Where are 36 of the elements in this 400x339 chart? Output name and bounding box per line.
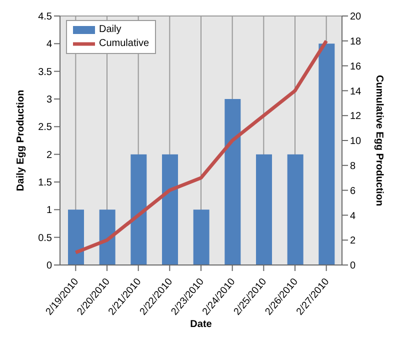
bar bbox=[224, 99, 241, 265]
y-tick-label: 2.5 bbox=[38, 122, 52, 134]
y-tick-label: 4 bbox=[46, 39, 52, 50]
y2-tick-label: 8 bbox=[350, 160, 356, 172]
y-tick-label: 0 bbox=[46, 260, 52, 272]
bar bbox=[99, 210, 116, 265]
y2-tick-label: 12 bbox=[350, 111, 362, 122]
bar bbox=[256, 154, 272, 265]
y-tick-label: 0.5 bbox=[38, 232, 52, 244]
bar bbox=[162, 154, 178, 265]
y-tick-label: 1 bbox=[46, 205, 52, 216]
y-tick-label: 4.5 bbox=[38, 12, 52, 23]
x-axis-title: Date bbox=[190, 319, 212, 330]
legend-label: Daily bbox=[99, 23, 122, 37]
y-tick-label: 3 bbox=[46, 94, 52, 106]
y2-tick-label: 2 bbox=[350, 236, 356, 247]
y2-tick-label: 16 bbox=[350, 61, 362, 72]
legend-label: Cumulative bbox=[99, 37, 150, 51]
y2-axis-title: Cumulative Egg Production bbox=[373, 74, 384, 206]
bar bbox=[130, 154, 147, 265]
y2-tick-label: 14 bbox=[350, 86, 362, 98]
y2-tick-label: 4 bbox=[350, 210, 356, 222]
bar bbox=[193, 210, 210, 265]
line-series bbox=[74, 39, 328, 254]
y-tick-label: 3.5 bbox=[38, 66, 52, 78]
y2-tick-label: 0 bbox=[350, 260, 356, 272]
y2-tick-label: 18 bbox=[350, 36, 362, 48]
y2-tick-label: 10 bbox=[350, 136, 362, 148]
y2-tick-label: 6 bbox=[350, 186, 356, 197]
bar bbox=[68, 210, 84, 265]
y-tick-label: 1.5 bbox=[38, 178, 52, 189]
y-tick-label: 2 bbox=[46, 150, 52, 161]
y2-tick-label: 20 bbox=[350, 12, 362, 23]
bar bbox=[318, 44, 335, 265]
y-axis-title: Daily Egg Production bbox=[16, 90, 27, 192]
bar bbox=[287, 154, 304, 265]
